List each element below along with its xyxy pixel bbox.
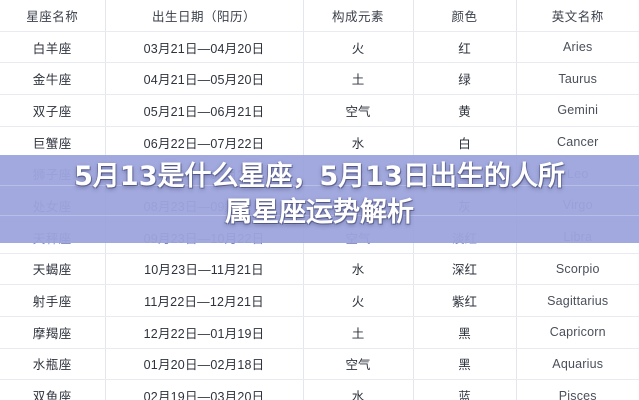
cell-color: 黑 <box>413 348 517 381</box>
cell-zodiac-name: 双鱼座 <box>0 379 106 400</box>
cell-english-name: Pisces <box>516 379 639 400</box>
table-row: 天秤座 09月23日—10月22日 空气 淡红 Libra <box>0 221 639 254</box>
cell-element: 水 <box>303 126 414 159</box>
cell-zodiac-name: 金牛座 <box>0 62 106 96</box>
cell-element: 火 <box>303 31 414 64</box>
cell-zodiac-name: 双子座 <box>0 94 106 127</box>
table-row: 摩羯座 12月22日—01月19日土黑 Capricorn <box>0 316 639 349</box>
cell-birth-date: 01月20日—02月18日 <box>105 348 304 381</box>
table-row: 金牛座 04月21日—05月20日土绿 Taurus <box>0 62 639 96</box>
cell-element: 火 <box>303 284 414 317</box>
cell-zodiac-name: 天秤座 <box>0 221 106 254</box>
cell-english-name: Libra <box>516 221 639 254</box>
cell-english-name: Sagittarius <box>516 284 639 317</box>
cell-color: 灰 <box>413 189 517 222</box>
cell-birth-date: 05月21日—06月21日 <box>105 94 304 127</box>
cell-color: 橙 <box>413 157 517 191</box>
cell-color: 红 <box>413 31 517 64</box>
cell-english-name: Aries <box>516 31 639 64</box>
table-row: 白羊座 03月21日—04月20日火红 Aries <box>0 31 639 64</box>
cell-birth-date: 03月21日—04月20日 <box>105 31 304 64</box>
table-row: 处女座 08月23日—09月22日土灰 Virgo <box>0 189 639 222</box>
cell-birth-date: 02月19日—03月20日 <box>105 379 304 400</box>
cell-element: 水 <box>303 379 414 400</box>
cell-element: 空气 <box>303 94 414 127</box>
table-row: 射手座 11月22日—12月21日火紫红 Sagittarius <box>0 284 639 317</box>
column-header-date: 出生日期（阳历） <box>105 0 304 32</box>
cell-zodiac-name: 射手座 <box>0 284 106 317</box>
cell-zodiac-name: 水瓶座 <box>0 348 106 381</box>
table-row: 水瓶座 01月20日—02月18日 空气黑 Aquarius <box>0 348 639 381</box>
cell-zodiac-name: 巨蟹座 <box>0 126 106 159</box>
cell-zodiac-name: 处女座 <box>0 189 106 222</box>
cell-english-name: Capricorn <box>516 316 639 349</box>
table-header: 星座名称 出生日期（阳历） 构成元素 颜色 英文名称 <box>0 0 639 32</box>
cell-element: 土 <box>303 189 414 222</box>
cell-element: 空气 <box>303 221 414 254</box>
cell-color: 紫红 <box>413 284 517 317</box>
cell-english-name: Cancer <box>516 126 639 159</box>
cell-english-name: Virgo <box>516 189 639 222</box>
cell-color: 蓝 <box>413 379 517 400</box>
cell-element: 水 <box>303 253 414 286</box>
cell-english-name: Aquarius <box>516 348 639 381</box>
cell-birth-date: 07月23日—08月22日 <box>105 157 304 191</box>
cell-birth-date: 11月22日—12月21日 <box>105 284 304 317</box>
cell-english-name: Leo <box>516 157 639 191</box>
cell-birth-date: 04月21日—05月20日 <box>105 62 304 96</box>
cell-zodiac-name: 摩羯座 <box>0 316 106 349</box>
table-row: 狮子座 07月23日—08月22日火橙 Leo <box>0 157 639 191</box>
cell-element: 土 <box>303 316 414 349</box>
cell-birth-date: 12月22日—01月19日 <box>105 316 304 349</box>
cell-color: 黑 <box>413 316 517 349</box>
cell-zodiac-name: 白羊座 <box>0 31 106 64</box>
cell-element: 火 <box>303 157 414 191</box>
cell-color: 绿 <box>413 62 517 96</box>
cell-birth-date: 09月23日—10月22日 <box>105 221 304 254</box>
cell-english-name: Taurus <box>516 62 639 96</box>
table-body: 白羊座 03月21日—04月20日火红 Aries 金牛座 04月21日—05月20日土… <box>0 31 639 400</box>
column-header-element: 构成元素 <box>303 0 414 32</box>
cell-english-name: Gemini <box>516 94 639 127</box>
cell-color: 白 <box>413 126 517 159</box>
cell-english-name: Scorpio <box>516 253 639 286</box>
cell-birth-date: 06月22日—07月22日 <box>105 126 304 159</box>
column-header-color: 颜色 <box>413 0 517 32</box>
table-row: 双子座 05月21日—06月21日 空气黄 Gemini <box>0 94 639 127</box>
cell-element: 空气 <box>303 348 414 381</box>
table-header-row: 星座名称 出生日期（阳历） 构成元素 颜色 英文名称 <box>0 0 639 32</box>
table-row: 天蝎座 10月23日—11月21日水深红 Scorpio <box>0 253 639 286</box>
cell-color: 黄 <box>413 94 517 127</box>
cell-color: 淡红 <box>413 221 517 254</box>
cell-birth-date: 10月23日—11月21日 <box>105 253 304 286</box>
table-row: 巨蟹座 06月22日—07月22日水白 Cancer <box>0 126 639 159</box>
cell-element: 土 <box>303 62 414 96</box>
column-header-english: 英文名称 <box>516 0 639 32</box>
cell-zodiac-name: 狮子座 <box>0 157 106 191</box>
table-row: 双鱼座 02月19日—03月20日水蓝 Pisces <box>0 379 639 400</box>
cell-color: 深红 <box>413 253 517 286</box>
cell-zodiac-name: 天蝎座 <box>0 253 106 286</box>
column-header-name: 星座名称 <box>0 0 106 32</box>
cell-birth-date: 08月23日—09月22日 <box>105 189 304 222</box>
